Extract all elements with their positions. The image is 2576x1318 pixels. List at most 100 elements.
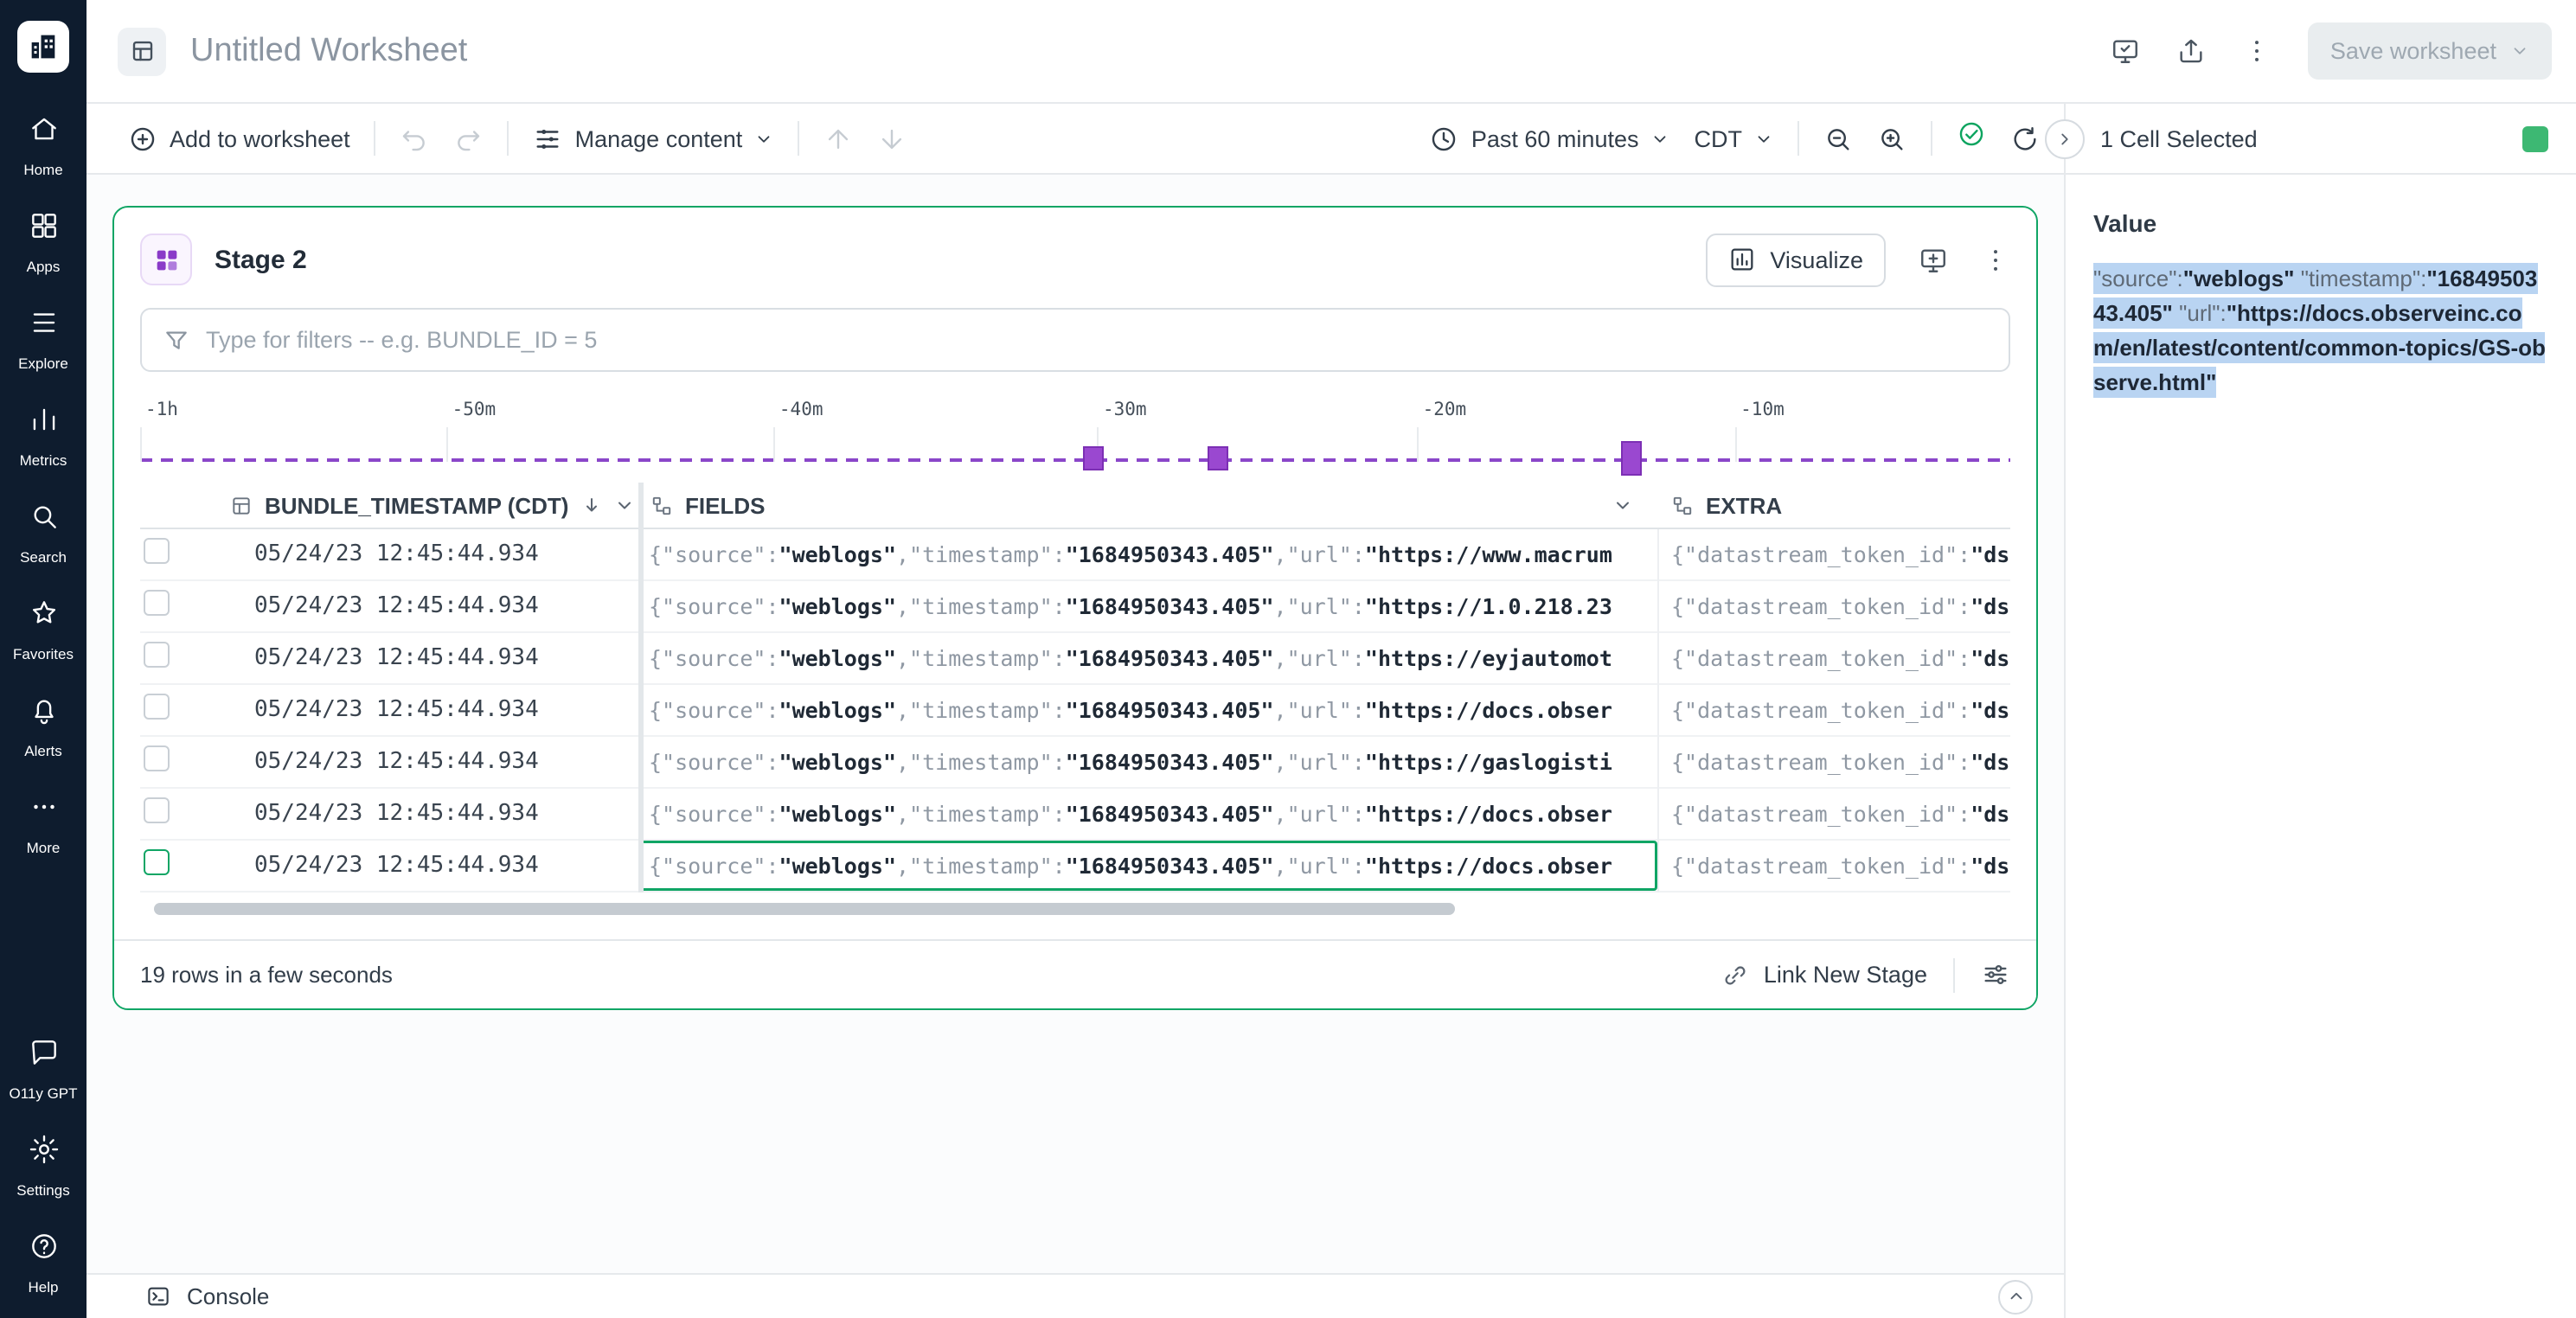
share-button[interactable]: [2176, 36, 2206, 66]
sidebar-item-o11y-gpt[interactable]: O11y GPT: [0, 1020, 87, 1117]
table-options-button[interactable]: [1981, 960, 2010, 989]
fields-cell[interactable]: {"source": "weblogs" ,"timestamp": "1684950…: [649, 697, 1612, 723]
sidebar-item-metrics[interactable]: Metrics: [0, 387, 87, 484]
row-checkbox[interactable]: [144, 589, 170, 615]
table-row[interactable]: 05/24/23 12:45:44.934 {"source": "weblogs"…: [140, 581, 2010, 633]
extra-cell[interactable]: {"datastream_token_id": "ds: [1671, 697, 2010, 723]
row-checkbox[interactable]: [144, 848, 170, 874]
table-row[interactable]: 05/24/23 12:45:44.934 {"source": "weblogs"…: [140, 685, 2010, 737]
bundle-timestamp-cell[interactable]: 05/24/23 12:45:44.934: [254, 541, 539, 567]
table-body: 05/24/23 12:45:44.934 {"source": "weblogs"…: [140, 529, 2010, 893]
bundle-timestamp-cell[interactable]: 05/24/23 12:45:44.934: [254, 697, 539, 723]
fields-cell[interactable]: {"source": "weblogs" ,"timestamp": "1684950…: [638, 841, 1657, 891]
bundle-timestamp-cell[interactable]: 05/24/23 12:45:44.934: [254, 593, 539, 619]
link-new-stage-button[interactable]: Link New Stage: [1722, 961, 1927, 988]
horizontal-scrollbar-thumb[interactable]: [154, 903, 1455, 915]
link-new-stage-label: Link New Stage: [1763, 962, 1927, 988]
console-bar[interactable]: Console: [87, 1273, 2064, 1318]
timeline-event-bar[interactable]: [1208, 446, 1229, 470]
timeline-event-bar[interactable]: [1082, 446, 1104, 470]
row-checkbox[interactable]: [144, 537, 170, 563]
selection-panel-header: 1 Cell Selected: [2045, 104, 2576, 173]
divider: [507, 121, 509, 156]
collapse-panel-button[interactable]: [2045, 119, 2085, 159]
chevron-down-icon[interactable]: [614, 495, 635, 515]
fields-cell[interactable]: {"source": "weblogs" ,"timestamp": "1684950…: [649, 541, 1612, 567]
value-panel: Value "source":"weblogs" "timestamp":"16…: [2064, 175, 2576, 1318]
link-icon: [1726, 965, 1746, 984]
visualize-button[interactable]: Visualize: [1706, 233, 1886, 286]
more-options-button[interactable]: [2242, 36, 2272, 66]
manage-content-button[interactable]: Manage content: [534, 124, 774, 153]
fields-cell[interactable]: {"source": "weblogs" ,"timestamp": "1684950…: [649, 645, 1612, 671]
row-checkbox[interactable]: [144, 797, 170, 822]
move-up-button[interactable]: [823, 124, 853, 153]
stage-title[interactable]: Stage 2: [215, 245, 307, 274]
timeline-event-bar[interactable]: [1621, 441, 1643, 476]
sidebar-item-alerts[interactable]: Alerts: [0, 678, 87, 775]
extra-cell[interactable]: {"datastream_token_id": "ds: [1671, 801, 2010, 827]
page-title[interactable]: Untitled Worksheet: [190, 32, 468, 68]
extra-cell[interactable]: {"datastream_token_id": "ds: [1671, 541, 2010, 567]
row-checkbox[interactable]: [144, 641, 170, 667]
selected-cell-value[interactable]: "source":"weblogs" "timestamp":"16849503…: [2093, 261, 2547, 400]
sidebar-item-label: Apps: [26, 258, 61, 275]
table-row[interactable]: 05/24/23 12:45:44.934 {"source": "weblogs"…: [140, 737, 2010, 789]
add-display-button[interactable]: [1919, 245, 1948, 274]
refresh-button[interactable]: [2010, 124, 2040, 153]
sidebar-item-label: More: [26, 839, 61, 856]
redo-button[interactable]: [454, 124, 484, 153]
filter-funnel-icon: [166, 330, 187, 349]
zoom-out-button[interactable]: [1823, 124, 1853, 153]
extra-cell[interactable]: {"datastream_token_id": "ds: [1671, 645, 2010, 671]
save-worksheet-button[interactable]: Save worksheet: [2307, 22, 2552, 80]
add-to-worksheet-button[interactable]: Add to worksheet: [128, 124, 350, 153]
sort-desc-icon[interactable]: [581, 495, 602, 515]
observe-logo[interactable]: [17, 21, 69, 73]
o11y-gpt-icon: [27, 1036, 60, 1078]
zoom-in-button[interactable]: [1877, 124, 1906, 153]
fields-cell[interactable]: {"source": "weblogs" ,"timestamp": "1684950…: [649, 749, 1612, 775]
chevron-down-icon[interactable]: [1612, 495, 1633, 515]
sidebar-item-home[interactable]: Home: [0, 97, 87, 194]
sidebar-item-search[interactable]: Search: [0, 484, 87, 581]
sidebar-item-more[interactable]: More: [0, 775, 87, 872]
filter-input[interactable]: [206, 327, 1988, 353]
sidebar-item-apps[interactable]: Apps: [0, 194, 87, 291]
row-checkbox[interactable]: [144, 745, 170, 771]
column-resize-handle[interactable]: [638, 483, 644, 893]
timezone-button[interactable]: CDT: [1695, 125, 1774, 151]
timestamp-column-header[interactable]: BUNDLE_TIMESTAMP (CDT): [192, 492, 638, 518]
table-row[interactable]: 05/24/23 12:45:44.934 {"source": "weblogs"…: [140, 841, 2010, 893]
bundle-timestamp-cell[interactable]: 05/24/23 12:45:44.934: [254, 645, 539, 671]
fields-cell[interactable]: {"source": "weblogs" ,"timestamp": "1684950…: [649, 801, 1612, 827]
bundle-timestamp-cell[interactable]: 05/24/23 12:45:44.934: [254, 749, 539, 775]
bundle-timestamp-cell[interactable]: 05/24/23 12:45:44.934: [254, 801, 539, 827]
fields-column-header[interactable]: FIELDS: [638, 492, 1657, 518]
sidebar-item-favorites[interactable]: Favorites: [0, 581, 87, 678]
divider: [1931, 121, 1932, 156]
extra-cell[interactable]: {"datastream_token_id": "ds: [1671, 749, 2010, 775]
expand-console-button[interactable]: [1998, 1279, 2033, 1314]
display-check-button[interactable]: [2111, 36, 2140, 66]
table-row[interactable]: 05/24/23 12:45:44.934 {"source": "weblogs"…: [140, 789, 2010, 841]
fields-cell[interactable]: {"source": "weblogs" ,"timestamp": "1684950…: [649, 593, 1612, 619]
arrow-down-icon: [882, 128, 902, 149]
stage-icon: [140, 234, 192, 285]
undo-button[interactable]: [400, 124, 430, 153]
extra-cell[interactable]: {"datastream_token_id": "ds: [1671, 853, 2010, 879]
move-down-button[interactable]: [877, 124, 907, 153]
time-range-button[interactable]: Past 60 minutes: [1430, 124, 1670, 153]
sidebar-item-explore[interactable]: Explore: [0, 291, 87, 387]
event-timeline[interactable]: -1h -50m -40m -30m -20m -10m: [140, 400, 2010, 476]
extra-cell[interactable]: {"datastream_token_id": "ds: [1671, 593, 2010, 619]
bundle-timestamp-cell[interactable]: 05/24/23 12:45:44.934: [254, 853, 539, 879]
table-row[interactable]: 05/24/23 12:45:44.934 {"source": "weblogs"…: [140, 633, 2010, 685]
sidebar-item-help[interactable]: Help: [0, 1214, 87, 1311]
table-row[interactable]: 05/24/23 12:45:44.934 {"source": "weblogs"…: [140, 529, 2010, 581]
favorites-icon: [27, 597, 60, 638]
row-checkbox[interactable]: [144, 693, 170, 719]
extra-column-header[interactable]: EXTRA: [1657, 492, 2010, 518]
stage-menu-button[interactable]: [1981, 245, 2010, 274]
sidebar-item-settings[interactable]: Settings: [0, 1117, 87, 1214]
